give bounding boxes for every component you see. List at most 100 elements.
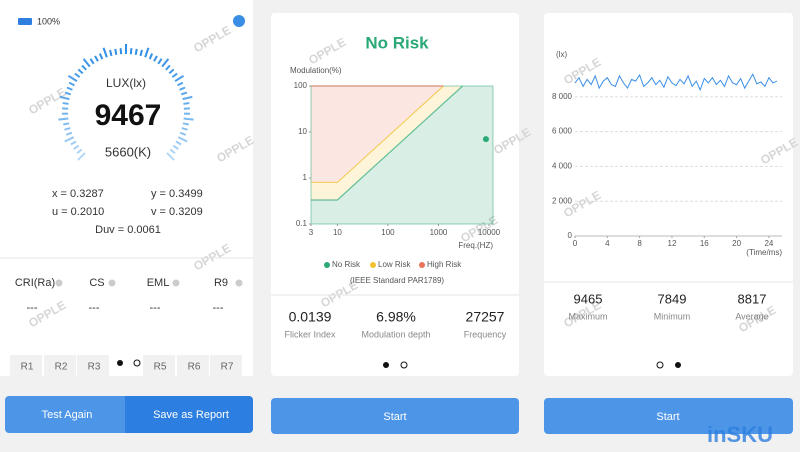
gauge-tick — [102, 47, 108, 58]
tab-label[interactable]: R5 — [154, 362, 167, 373]
x-axis-label: (Time/ms) — [746, 248, 782, 257]
gauge-tick — [74, 72, 81, 78]
site-watermark: inSKU — [707, 422, 773, 447]
gauge-tick — [177, 136, 188, 143]
metric-value: --- — [213, 302, 224, 314]
no-risk-zone — [311, 86, 493, 224]
legend-dot — [324, 262, 330, 268]
tab-label[interactable]: R7 — [221, 362, 234, 373]
x-tick-label: 1000 — [430, 228, 448, 237]
y-tick-label: 6 000 — [552, 127, 573, 136]
x-tick-label: 20 — [732, 239, 741, 248]
button-label[interactable]: Start — [656, 411, 679, 423]
tab[interactable] — [143, 355, 175, 376]
gauge-tick — [175, 140, 182, 146]
gauge-tick — [179, 86, 186, 91]
gauge-tick — [166, 152, 175, 161]
legend-label: No Risk — [332, 260, 361, 269]
page-dot — [133, 359, 141, 367]
y-tick-label: 0 — [568, 231, 573, 240]
help-icon — [55, 279, 63, 287]
stat-label: Maximum — [568, 311, 607, 321]
start-button[interactable] — [271, 398, 519, 434]
gauge-tick — [177, 81, 184, 87]
x-tick-label: 3 — [309, 228, 314, 237]
y-tick-label: 1 — [303, 173, 308, 182]
legend-dot — [419, 262, 425, 268]
tab-label[interactable]: R3 — [88, 362, 101, 373]
tab[interactable] — [177, 355, 209, 376]
measured-point — [482, 136, 489, 143]
flicker-card — [544, 13, 793, 376]
x-axis-label: Freq.(HZ) — [458, 241, 493, 250]
stat-label: Average — [735, 311, 768, 321]
gauge-tick — [144, 47, 150, 58]
legend-dot — [370, 262, 376, 268]
risk-chart: 0.1 1 10 100 3 10 100 1000 10000 Modulation(%) Fre… — [290, 66, 501, 285]
tab-label[interactable]: R2 — [55, 362, 68, 373]
tab[interactable] — [210, 355, 242, 376]
gauge-tick — [73, 144, 80, 150]
button-join — [125, 396, 133, 433]
gauge-tick — [82, 58, 91, 68]
button-label[interactable]: Test Again — [42, 409, 93, 421]
battery-icon — [18, 18, 32, 25]
gauge-tick — [98, 53, 104, 60]
metric-label: CRI(Ra) — [15, 277, 55, 289]
help-icon — [235, 279, 243, 287]
chart-caption: (IEEE Standard PAR1789) — [350, 276, 444, 285]
page-dot — [400, 361, 408, 369]
gauge-tick — [58, 117, 69, 121]
y-tick-label: 10 — [298, 127, 307, 136]
save-report-button[interactable] — [129, 396, 253, 433]
metric-label: CS — [89, 277, 104, 289]
gauge-tick — [180, 91, 188, 96]
tab[interactable] — [77, 355, 109, 376]
tabs[interactable]: R1 R2 R3 R5 R6 R7 — [10, 355, 242, 376]
gauge-tick — [81, 64, 87, 71]
stat-value: 27257 — [466, 309, 505, 325]
gauge — [58, 44, 194, 161]
metric-value: --- — [89, 302, 100, 314]
start-button[interactable] — [544, 398, 793, 434]
gauge-tick — [66, 86, 73, 91]
gauge-tick — [134, 48, 138, 55]
button-label[interactable]: Save as Report — [153, 409, 229, 421]
gauge-tick — [68, 81, 75, 87]
metric-label: EML — [147, 277, 170, 289]
x-tick-label: 0 — [573, 239, 578, 248]
risk-stats: 0.0139 Flicker Index 6.98% Modulation depth… — [284, 309, 506, 340]
gauge-tick — [157, 58, 163, 65]
risk-result: No Risk — [365, 33, 429, 52]
flicker-stats: 9465 Maximum 7849 Minimum 8817 Average — [568, 291, 768, 321]
gauge-tick — [172, 144, 179, 150]
tab[interactable] — [10, 355, 42, 376]
button-label[interactable]: Start — [383, 411, 406, 423]
lux-label: LUX(lx) — [106, 76, 146, 90]
high-risk-zone — [311, 86, 444, 183]
test-again-button[interactable] — [5, 396, 129, 433]
stat-value: 9465 — [574, 291, 603, 306]
stat-label: Minimum — [654, 311, 691, 321]
gauge-tick — [183, 102, 190, 105]
y-tick-label: 8 000 — [552, 92, 573, 101]
y-tick-label: 0.1 — [296, 219, 308, 228]
stat-value: 8817 — [738, 291, 767, 306]
gauge-tick — [70, 140, 77, 146]
x-tick-label: 10 — [333, 228, 342, 237]
x-tick-label: 4 — [605, 239, 610, 248]
tab-label[interactable]: R1 — [21, 362, 34, 373]
gauge-tick — [64, 136, 75, 143]
tab[interactable] — [44, 355, 76, 376]
gauge-tick — [114, 48, 118, 55]
gauge-tick — [109, 49, 113, 57]
gauge-tick — [182, 122, 189, 126]
x-tick-label: 100 — [381, 228, 395, 237]
gauge-tick — [77, 152, 86, 161]
page-dot — [656, 361, 664, 369]
metric-value: --- — [27, 302, 38, 314]
tab-label[interactable]: R6 — [188, 362, 201, 373]
risk-boundary — [311, 85, 444, 184]
gauge-tick — [76, 148, 83, 155]
